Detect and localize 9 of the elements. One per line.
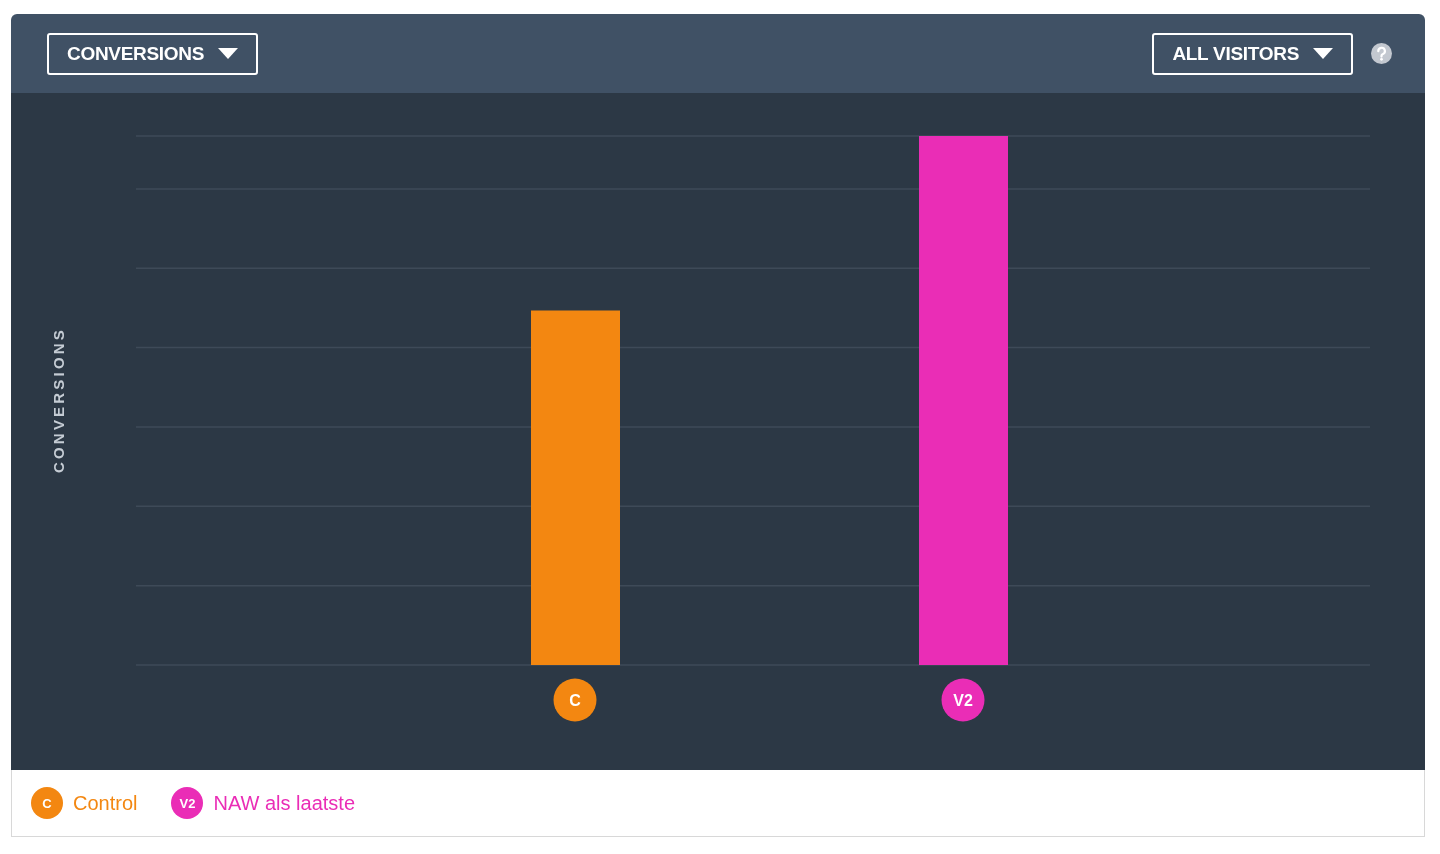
metric-dropdown: CONVERSIONS bbox=[47, 32, 259, 75]
chart-subtitle: ALL VISITORS bbox=[1172, 42, 1299, 65]
category-label: C bbox=[42, 795, 52, 811]
y-axis-title: CONVERSIONS bbox=[50, 326, 67, 474]
category-label: V2 bbox=[179, 795, 196, 811]
chart-title: CONVERSIONS bbox=[67, 42, 205, 65]
segment-dropdown: ALL VISITORS bbox=[1152, 32, 1353, 75]
legend-label: Control bbox=[73, 791, 138, 815]
legend-label: NAW als laatste bbox=[213, 791, 356, 815]
